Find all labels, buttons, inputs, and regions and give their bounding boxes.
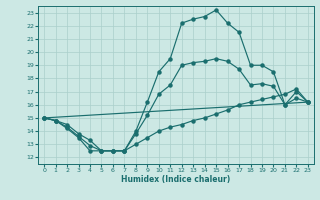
X-axis label: Humidex (Indice chaleur): Humidex (Indice chaleur) — [121, 175, 231, 184]
